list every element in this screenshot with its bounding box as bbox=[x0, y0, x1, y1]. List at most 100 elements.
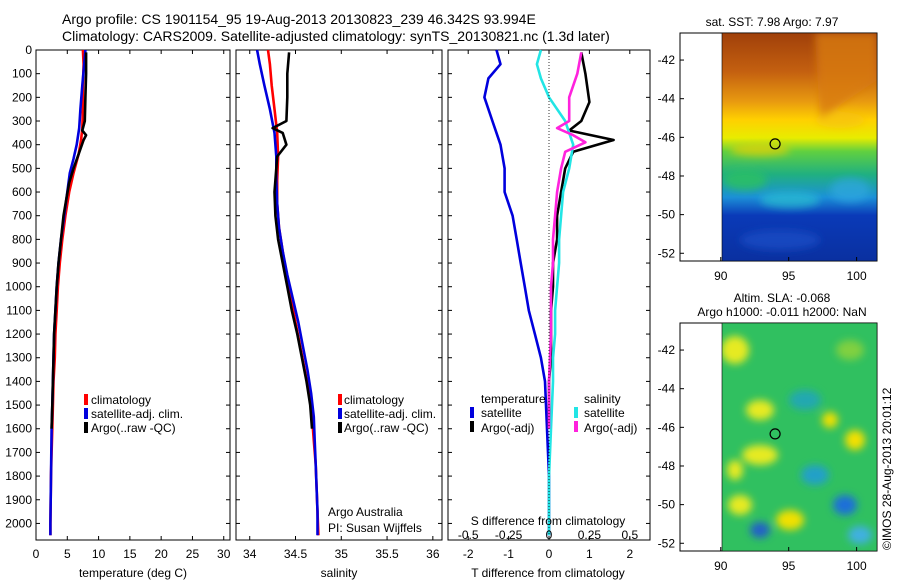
sst-map-ticks: 90 95 100 -42 -44 -46 -48 -50 -52 bbox=[658, 53, 867, 283]
salinity-series-climatology bbox=[266, 49, 320, 536]
y-tick-label: 1200 bbox=[5, 327, 32, 341]
s-diff-tick-label: 0.25 bbox=[578, 528, 602, 542]
sst-argo-location-marker bbox=[769, 138, 781, 150]
y-tick-label: 200 bbox=[12, 90, 32, 104]
x-tick-label: 30 bbox=[217, 547, 231, 561]
x-tick-label: 20 bbox=[154, 547, 168, 561]
sla-field bbox=[722, 323, 877, 551]
y-tick-label: 1900 bbox=[5, 493, 32, 507]
salinity-panel bbox=[235, 49, 443, 541]
x-tick-label: 35 bbox=[335, 547, 349, 561]
s-diff-tick-label: -0.25 bbox=[495, 528, 523, 542]
y-tick-label: 2000 bbox=[5, 516, 32, 530]
y-tick-label: 600 bbox=[12, 185, 32, 199]
sst-map: 90 95 100 -42 -44 -46 -48 -50 -52 bbox=[658, 32, 878, 283]
x-tick-label: 25 bbox=[186, 547, 200, 561]
sst-map-title: sat. SST: 7.98 Argo: 7.97 bbox=[706, 15, 839, 29]
legend-label-satellite: satellite-adj. clim. bbox=[344, 407, 436, 421]
temperature-panel bbox=[35, 49, 231, 541]
legend-header-temperature: temperature bbox=[481, 392, 546, 406]
map-y-tick-label: -44 bbox=[658, 382, 676, 396]
legend-swatch-satellite bbox=[84, 408, 88, 419]
difference-series-salinity-argo-adj- bbox=[547, 52, 587, 429]
map-y-tick-label: -50 bbox=[658, 208, 676, 222]
legend-swatch-argo bbox=[338, 422, 342, 433]
y-tick-label: 1800 bbox=[5, 469, 32, 483]
map-x-tick-label: 95 bbox=[782, 269, 796, 283]
x-tick-label: 1 bbox=[586, 547, 593, 561]
temperature-axes: 0 5 10 15 20 25 300100200300400500600700800900… bbox=[5, 43, 230, 561]
salinity-series-argo-raw-qc- bbox=[271, 52, 314, 429]
y-tick-label: 0 bbox=[25, 43, 32, 57]
salinity-series-satellite-adj-clim- bbox=[255, 49, 319, 536]
salinity-xlabel: salinity bbox=[321, 566, 358, 580]
legend-label-s-argo: Argo(-adj) bbox=[584, 421, 637, 435]
legend-swatch-s-satellite bbox=[574, 407, 578, 418]
x-tick-label: 36 bbox=[426, 547, 440, 561]
annotation-pi: PI: Susan Wijffels bbox=[328, 521, 422, 535]
sla-map-title-1: Altim. SLA: -0.068 bbox=[734, 291, 831, 305]
x-tick-label: 2 bbox=[626, 547, 633, 561]
y-tick-label: 1000 bbox=[5, 280, 32, 294]
x-tick-label: 15 bbox=[123, 547, 137, 561]
temperature-legend: climatology satellite-adj. clim. Argo(..… bbox=[84, 393, 183, 435]
legend-swatch-argo bbox=[84, 422, 88, 433]
s-diff-tick-label: -0.5 bbox=[458, 528, 479, 542]
y-tick-label: 800 bbox=[12, 232, 32, 246]
legend-label-argo: Argo(..raw -QC) bbox=[344, 421, 429, 435]
legend-label-t-argo: Argo(-adj) bbox=[481, 421, 534, 435]
temperature-series-argo-raw-qc- bbox=[50, 52, 88, 429]
legend-label-satellite: satellite-adj. clim. bbox=[91, 407, 183, 421]
y-tick-label: 1700 bbox=[5, 445, 32, 459]
x-tick-label: 0 bbox=[33, 547, 40, 561]
sla-map: 90 95 100 -42 -44 -46 -48 -50 -52 bbox=[658, 322, 878, 573]
map-y-tick-label: -52 bbox=[658, 536, 676, 550]
copyright-timestamp: ©IMOS 28-Aug-2013 20:01:12 bbox=[880, 387, 894, 550]
y-tick-label: 1400 bbox=[5, 374, 32, 388]
annotation-argo-australia: Argo Australia bbox=[328, 505, 403, 519]
legend-label-t-satellite: satellite bbox=[481, 406, 522, 420]
difference-lines bbox=[483, 49, 615, 536]
legend-label-argo: Argo(..raw -QC) bbox=[91, 421, 176, 435]
legend-swatch-s-argo bbox=[574, 421, 578, 432]
difference-legend: temperature salinity satellite Argo(-adj… bbox=[470, 392, 637, 435]
sst-field bbox=[722, 33, 877, 261]
map-y-tick-label: -50 bbox=[658, 498, 676, 512]
difference-xlabel-top: S difference from climatology bbox=[471, 514, 626, 528]
legend-label-climatology: climatology bbox=[91, 393, 151, 407]
y-tick-label: 100 bbox=[12, 67, 32, 81]
s-diff-tick-label: 0 bbox=[546, 528, 553, 542]
y-tick-label: 1300 bbox=[5, 351, 32, 365]
header-line1: Argo profile: CS 1901154_95 19-Aug-2013 … bbox=[62, 11, 536, 27]
y-tick-label: 500 bbox=[12, 161, 32, 175]
temperature-lines bbox=[49, 49, 88, 536]
y-tick-label: 400 bbox=[12, 138, 32, 152]
map-y-tick-label: -48 bbox=[658, 459, 676, 473]
difference-series-salinity-satellite bbox=[535, 49, 575, 536]
sla-argo-location-marker bbox=[769, 428, 781, 440]
map-y-tick-label: -44 bbox=[658, 92, 676, 106]
legend-swatch-climatology bbox=[338, 394, 342, 405]
map-x-tick-label: 90 bbox=[714, 269, 728, 283]
x-tick-label: 34.5 bbox=[284, 547, 308, 561]
y-tick-label: 1500 bbox=[5, 398, 32, 412]
legend-label-s-satellite: satellite bbox=[584, 406, 625, 420]
x-tick-label: 35.5 bbox=[375, 547, 399, 561]
salinity-axes: 34 34.5 35 35.5 36 bbox=[236, 49, 442, 561]
map-y-tick-label: -42 bbox=[658, 53, 676, 67]
map-x-tick-label: 100 bbox=[847, 559, 867, 573]
header-line2: Climatology: CARS2009. Satellite-adjuste… bbox=[62, 28, 610, 44]
y-tick-label: 700 bbox=[12, 209, 32, 223]
legend-header-salinity: salinity bbox=[584, 392, 621, 406]
legend-swatch-climatology bbox=[84, 394, 88, 405]
x-tick-label: -2 bbox=[463, 547, 474, 561]
y-tick-label: 300 bbox=[12, 114, 32, 128]
map-y-tick-label: -42 bbox=[658, 343, 676, 357]
legend-swatch-satellite bbox=[338, 408, 342, 419]
map-y-tick-label: -46 bbox=[658, 130, 676, 144]
sla-map-ticks: 90 95 100 -42 -44 -46 -48 -50 -52 bbox=[658, 343, 867, 573]
y-tick-label: 900 bbox=[12, 256, 32, 270]
difference-series-temperature-satellite bbox=[483, 49, 551, 536]
s-difference-tick-labels: -0.5 -0.25 0 0.25 0.5 bbox=[458, 528, 639, 542]
y-tick-label: 1600 bbox=[5, 422, 32, 436]
